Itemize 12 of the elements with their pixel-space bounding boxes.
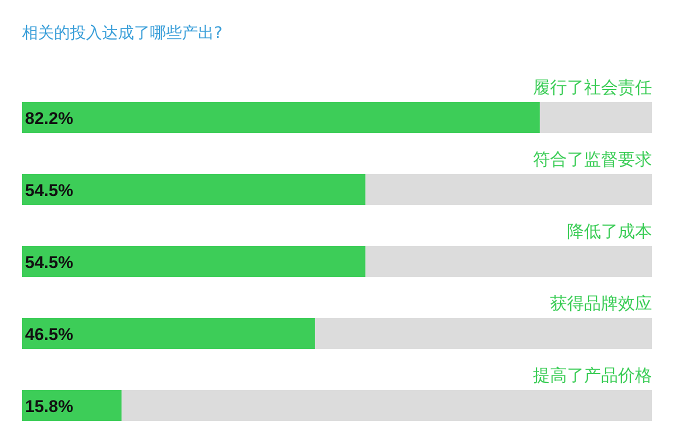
y-tick-label: 获得品牌效应 <box>550 294 652 314</box>
bar <box>22 390 122 421</box>
y-tick-label: 履行了社会责任 <box>533 78 652 98</box>
data-label: 54.5% <box>25 181 74 200</box>
data-label: 82.2% <box>25 109 74 128</box>
data-label: 46.5% <box>25 325 74 344</box>
y-tick-label: 降低了成本 <box>567 222 652 242</box>
chart-title: 相关的投入达成了哪些产出? <box>22 23 222 42</box>
data-label: 15.8% <box>25 397 74 416</box>
y-tick-label: 提高了产品价格 <box>533 366 652 386</box>
y-tick-label: 符合了监督要求 <box>533 150 652 170</box>
data-label: 54.5% <box>25 253 74 272</box>
